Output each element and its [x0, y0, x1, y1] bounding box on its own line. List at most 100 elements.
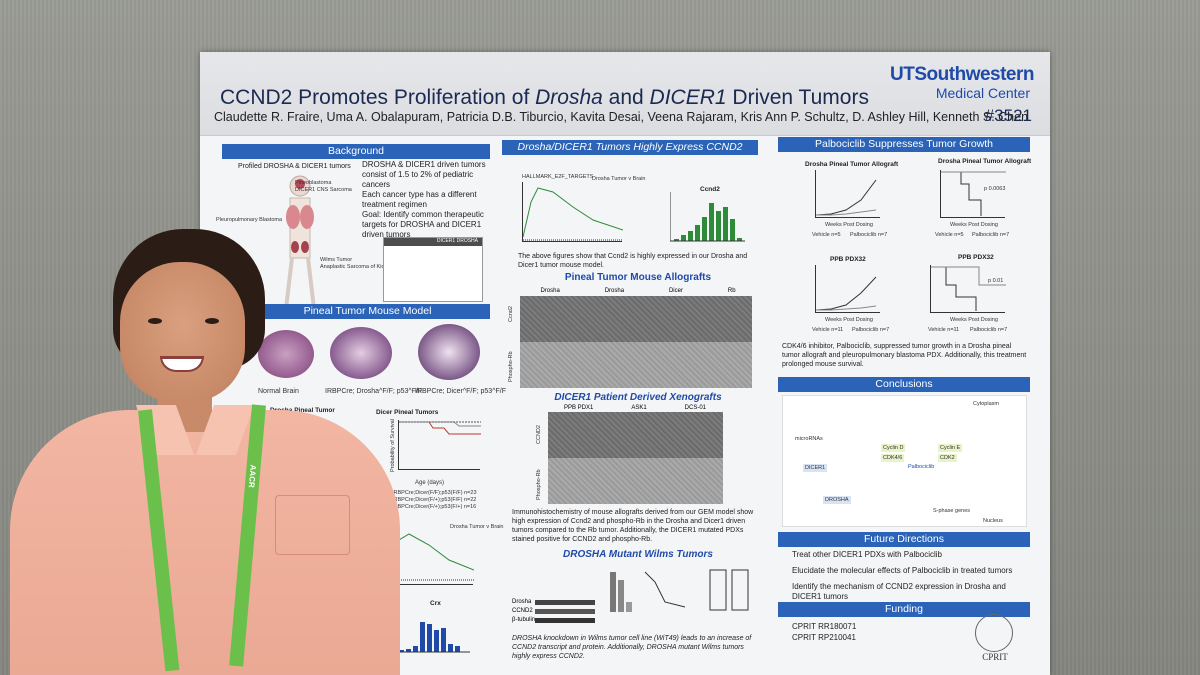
ihc-caption: Immunohistochemistry of mouse allografts…	[512, 509, 754, 543]
label-dicer-cns: DICER1 CNS Sarcoma	[295, 187, 352, 193]
tumor-volume-plot-2	[815, 265, 880, 313]
poster-authors: Claudette R. Fraire, Uma A. Obalapuram, …	[214, 110, 1029, 124]
label-wilms: Wilms Tumor	[320, 257, 353, 263]
bar-mark	[716, 211, 721, 241]
poster-number: #3521	[984, 106, 1032, 125]
title-drosha: Drosha	[535, 86, 603, 109]
blot-row-labels: Drosha CCND2 β-tubulin	[512, 598, 535, 625]
drosha-brain-image	[330, 327, 392, 379]
bar-mark	[406, 649, 411, 652]
pval-1: p 0.0063	[984, 186, 1006, 192]
future-item-2: Elucidate the molecular effects of Palbo…	[792, 566, 1013, 575]
background-bullet-2: Each cancer type has a different treatme…	[362, 190, 477, 209]
cprit-logo: CPRIT	[982, 652, 1008, 662]
crx-bar-chart	[395, 608, 470, 653]
ccnd2-caption: The above figures show that Ccnd2 is hig…	[518, 253, 748, 269]
future-item-1: Treat other DICER1 PDXs with Palbociclib	[792, 550, 942, 559]
bar-mark	[674, 239, 679, 241]
pval-2: p 0.01	[988, 278, 1004, 284]
legend-4b: Palbociclib n=7	[970, 327, 1008, 333]
background-heading: Background	[222, 144, 490, 159]
diagram-micrornas: microRNAs	[795, 436, 823, 442]
funding-item-2: CPRIT RP210041	[792, 633, 856, 642]
xlabel-4: Weeks Post Dosing	[950, 317, 998, 323]
background-bullet-1: DROSHA & DICER1 driven tumors consist of…	[362, 160, 486, 189]
diagram-cdk46: CDK4/6	[881, 454, 905, 462]
title-dicer: DICER1	[649, 86, 727, 109]
legend-4a: Vehicle n=11	[928, 327, 960, 333]
title-part-2: Driven Tumors	[726, 86, 869, 109]
table-header: DICER1 DROSHA	[384, 238, 482, 246]
plot-title-2: Drosha Pineal Tumor Allograft	[938, 158, 1032, 165]
palbociclib-heading: Palbociclib Suppresses Tumor Growth	[778, 137, 1030, 152]
palbociclib-caption: CDK4/6 inhibitor, Palbociclib, suppresse…	[782, 343, 1027, 368]
utsw-logo-subtitle: Medical Center	[935, 85, 1030, 101]
bar-mark	[688, 231, 693, 241]
caption-drosha-mouse: IRBPCre; Drosha^F/F; p53^F/F	[325, 388, 423, 395]
survival-steps-1	[941, 171, 1006, 216]
bar-mark	[702, 217, 707, 241]
tumor-volume-lines-1	[816, 179, 877, 216]
diagram-cytoplasm: Cytoplasm	[973, 401, 999, 407]
survival-plot-2	[930, 265, 1006, 313]
funding-item-1: CPRIT RR180071	[792, 622, 857, 631]
future-heading: Future Directions	[778, 532, 1030, 547]
conclusions-diagram: Cytoplasm microRNAs DICER1 DROSHA Cyclin…	[782, 395, 1027, 527]
bar-mark	[413, 646, 418, 652]
caption-normal-brain: Normal Brain	[258, 388, 299, 395]
pdx-ccnd2-images	[548, 412, 723, 458]
plot-title-3: PPB PDX32	[830, 256, 866, 263]
bar-mark	[448, 644, 453, 652]
dicer-brain-image	[418, 324, 480, 380]
bar-mark	[730, 219, 735, 241]
allograft-col-4: Rb	[727, 288, 736, 294]
allograft-col-3: Dicer	[668, 288, 683, 294]
allograft-ccnd2-images	[520, 296, 752, 342]
pdx-prb-images	[548, 458, 723, 504]
ccnd2-chart-title: Ccnd2	[700, 186, 720, 193]
gsea-note-middle: Drosha Tumor v Brain	[592, 176, 646, 182]
face	[120, 262, 245, 402]
legend-3b: Palbociclib n=7	[852, 327, 890, 333]
label-pineoblastoma: Pineoblastoma	[295, 180, 332, 186]
legend-2b: Palbociclib n=7	[972, 232, 1010, 238]
survival-curves	[399, 421, 481, 435]
shirt-pocket	[275, 495, 350, 555]
diagram-drosha: DROSHA	[823, 496, 851, 504]
tumor-table: DICER1 DROSHA	[383, 237, 483, 302]
legend-2a: Vehicle n=5	[935, 232, 964, 238]
legend-3a: Vehicle n=11	[812, 327, 844, 333]
lanyard-text: AACR	[246, 464, 258, 489]
allograft-col-2: Drosha	[604, 288, 625, 294]
caption-dicer-mouse: IRBPCre; Dicer^F/F; p53^F/F	[415, 388, 506, 395]
allograft-row-2: Phospho-Rb	[508, 351, 514, 382]
gsea-curve-middle	[523, 187, 623, 241]
right-eye	[205, 318, 219, 324]
bar-mark	[723, 207, 728, 241]
bar-mark	[695, 225, 700, 241]
gsea-title-middle: HALLMARK_E2F_TARGETS	[522, 174, 594, 180]
allograft-columns: Drosha Drosha Dicer Rb	[518, 288, 758, 294]
pdx-columns: PPB PDX1 ASK1 DCS-01	[545, 405, 725, 411]
dicer-pineal-subhead: Dicer Pineal Tumors	[376, 409, 439, 416]
ccnd2-bar-chart	[670, 192, 745, 242]
allograft-col-1: Drosha	[540, 288, 560, 294]
blot-row-tubulin: β-tubulin	[512, 617, 536, 623]
poster-header: CCND2 Promotes Proliferation of Drosha a…	[200, 52, 1050, 136]
bar-mark	[681, 235, 686, 241]
blot-row-ccnd2: CCND2	[512, 608, 533, 614]
xlabel-3: Weeks Post Dosing	[825, 317, 873, 323]
tumor-volume-lines-2	[816, 276, 877, 311]
plot-title-4: PPB PDX32	[958, 254, 994, 261]
survival-plot	[398, 420, 481, 470]
conclusions-heading: Conclusions	[778, 377, 1030, 392]
future-item-3: Identify the mechanism of CCND2 expressi…	[792, 582, 1006, 601]
tumor-volume-plot-1	[815, 170, 880, 218]
survival-xlabel: Age (days)	[415, 480, 445, 486]
diagram-nucleus: Nucleus	[983, 518, 1003, 524]
wilms-heading: DROSHA Mutant Wilms Tumors	[563, 549, 713, 560]
blot-row-drosha: Drosha	[512, 599, 532, 605]
survival-legend-2: IRBPCre;Dicer(F/+);p53(F/F) n=22	[392, 497, 477, 503]
diagram-sphase: S-phase genes	[933, 508, 970, 514]
